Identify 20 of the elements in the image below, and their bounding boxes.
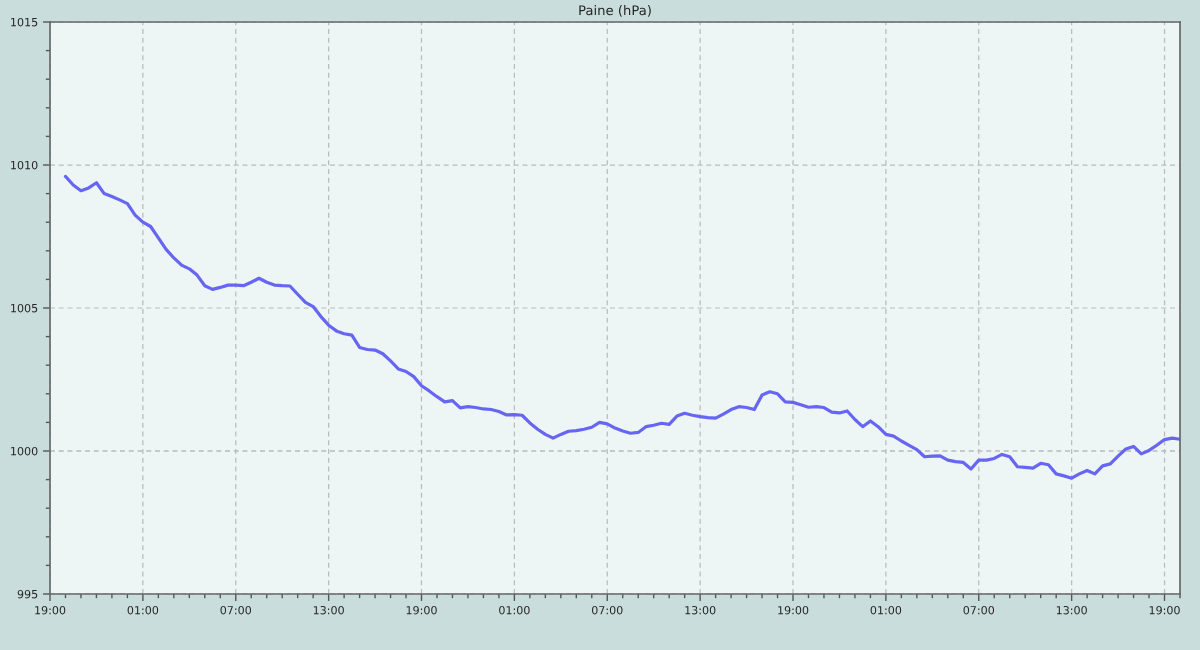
x-tick-label: 13:00 [685,606,716,615]
x-tick-label: 07:00 [591,606,623,615]
x-tick-label: 19:00 [778,606,809,615]
x-tick-label: 01:00 [499,606,530,615]
y-tick-label: 1015 [11,17,38,27]
chart-title: Paine (hPa) [579,5,651,17]
x-tick-label: 07:00 [220,606,252,615]
y-tick-label: 1005 [11,303,38,313]
x-tick-label: 19:00 [406,606,437,615]
x-tick-label: 19:00 [1149,606,1180,615]
x-tick-label: 13:00 [1056,606,1087,615]
y-tick-label: 995 [17,589,38,599]
x-tick-label: 01:00 [127,606,159,615]
x-tick-label: 13:00 [313,606,344,615]
x-tick-label: 01:00 [870,606,902,615]
y-tick-label: 1000 [11,446,38,456]
x-tick-label: 07:00 [963,606,995,615]
line-series [63,174,1180,480]
x-tick-label: 19:00 [35,606,66,615]
y-tick-label: 1010 [11,160,38,170]
